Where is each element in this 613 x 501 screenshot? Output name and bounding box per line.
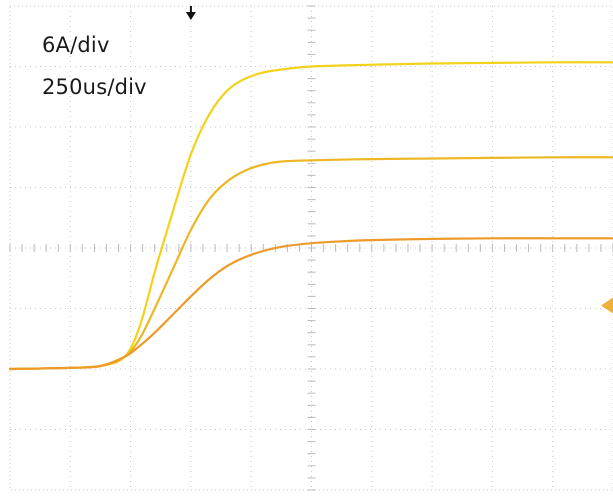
trace-group (8, 61, 613, 371)
down-arrow-icon (185, 6, 196, 20)
marker-group (185, 6, 613, 314)
graticule-grid (9, 5, 613, 491)
trace-line-3 (8, 237, 613, 371)
left-triangle-icon (601, 297, 613, 314)
amplitude-scale-label: 6A/div (42, 33, 110, 57)
trace-line-1 (8, 61, 613, 371)
time-scale-label: 250us/div (42, 75, 147, 99)
trace-line-2 (8, 156, 613, 371)
